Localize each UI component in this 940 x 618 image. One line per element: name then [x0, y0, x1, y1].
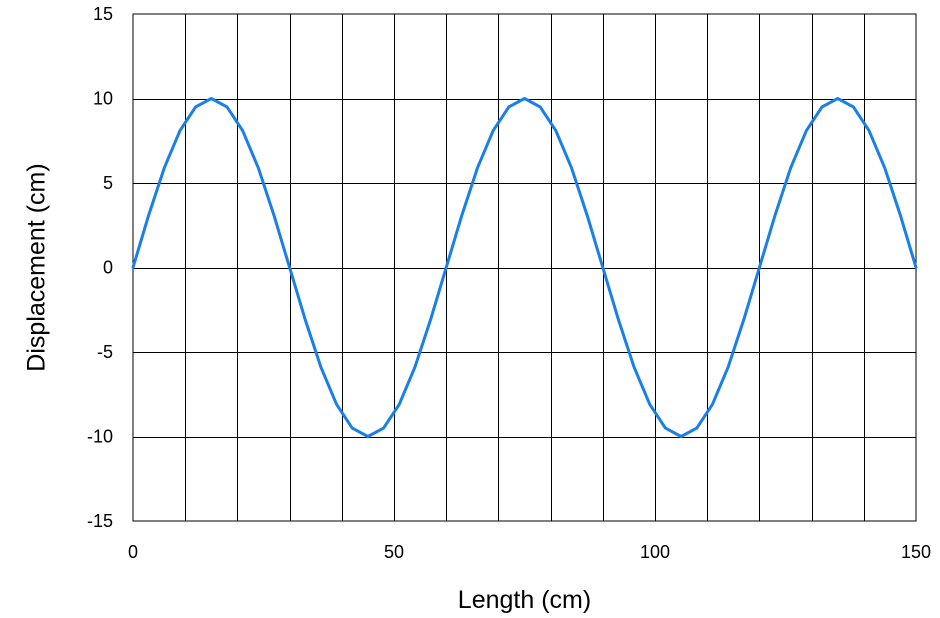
plot-area-frame	[132, 13, 917, 522]
x-tick-label: 100	[640, 542, 670, 562]
x-tick-label: 150	[901, 542, 931, 562]
y-tick-label: 5	[103, 173, 113, 193]
series-group	[131, 97, 918, 438]
y-tick-label: -15	[87, 511, 113, 531]
y-tick-label: 0	[103, 258, 113, 278]
y-tick-label: 10	[93, 89, 113, 109]
x-tick-label: 0	[128, 542, 138, 562]
y-axis-title: Displacement (cm)	[23, 163, 51, 371]
y-tick-label: -10	[87, 427, 113, 447]
grid	[133, 14, 916, 521]
x-tick-label: 50	[384, 542, 404, 562]
series-line	[131, 97, 918, 438]
x-axis-title: Length (cm)	[458, 586, 591, 614]
y-tick-label: 15	[93, 4, 113, 24]
y-tick-label: -5	[97, 342, 113, 362]
